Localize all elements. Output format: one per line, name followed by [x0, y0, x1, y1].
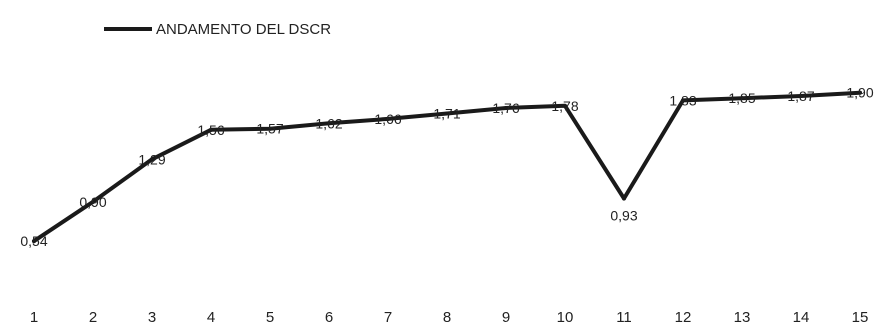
x-tick-label: 10	[557, 309, 574, 326]
data-point	[386, 116, 390, 121]
x-tick-label: 14	[793, 309, 810, 326]
legend: ANDAMENTO DEL DSCR	[104, 21, 331, 38]
data-label: 1,83	[669, 92, 696, 108]
x-tick-label: 15	[852, 309, 869, 326]
data-label: 0,54	[20, 233, 47, 249]
x-tick-label: 5	[266, 309, 274, 326]
x-tick-label: 8	[443, 309, 451, 326]
x-tick-label: 9	[502, 309, 510, 326]
data-label: 1,78	[551, 98, 578, 114]
x-tick-label: 2	[89, 309, 97, 326]
data-point	[858, 90, 862, 95]
data-label: 1,87	[787, 88, 814, 104]
x-tick-label: 13	[734, 309, 751, 326]
data-label: 1,76	[492, 100, 519, 116]
x-tick-label: 4	[207, 309, 215, 326]
data-point	[799, 94, 803, 98]
data-point	[445, 111, 449, 116]
legend-label: ANDAMENTO DEL DSCR	[156, 21, 331, 38]
data-point	[32, 239, 36, 244]
data-label: 0,93	[610, 208, 637, 224]
x-tick-label: 7	[384, 309, 392, 326]
data-label: 1,29	[138, 151, 165, 167]
x-tick-label: 11	[616, 309, 632, 326]
data-point	[91, 199, 95, 204]
data-label: 1,90	[846, 85, 873, 101]
data-point	[504, 106, 508, 110]
x-tick-label: 6	[325, 309, 333, 326]
data-label: 1,57	[256, 121, 283, 137]
data-point	[563, 103, 567, 108]
data-point	[327, 121, 331, 126]
data-label: 1,85	[728, 90, 755, 106]
data-label: 1,56	[197, 122, 224, 138]
data-point	[681, 98, 685, 103]
data-point	[209, 127, 213, 132]
x-tick-label: 3	[148, 309, 156, 326]
x-tick-label: 1	[30, 309, 38, 326]
data-point	[150, 157, 154, 162]
plot-area: 0,54 0,90 1,29 1,56 1,57 1,62 1,66 1,71 1,76 1,78…	[20, 85, 873, 326]
x-tick-label: 12	[675, 309, 692, 326]
data-point	[740, 96, 744, 101]
data-label: 1,66	[374, 111, 401, 127]
data-point	[268, 126, 272, 131]
data-label: 0,90	[79, 194, 106, 210]
data-label: 1,62	[315, 115, 342, 131]
data-label: 1,71	[433, 105, 460, 121]
data-point	[622, 196, 626, 201]
